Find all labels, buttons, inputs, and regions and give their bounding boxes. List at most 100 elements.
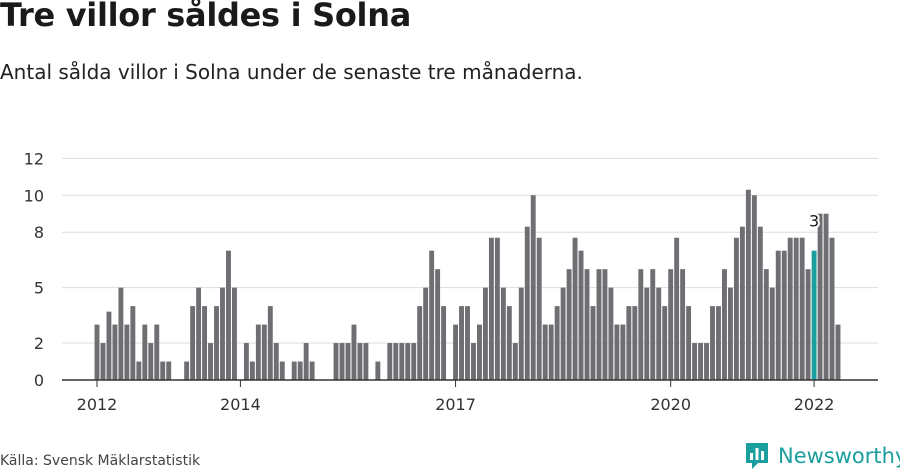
bar <box>530 195 536 380</box>
bar <box>829 237 835 380</box>
annotation: 3 <box>807 210 821 233</box>
bar <box>267 306 273 380</box>
bar <box>817 213 823 380</box>
x-tick-label: 2022 <box>794 395 835 414</box>
bar <box>435 269 441 380</box>
bar <box>608 287 614 380</box>
bar <box>357 343 363 380</box>
bar <box>650 269 656 380</box>
bar <box>638 269 644 380</box>
source-note: Källa: Svensk Mäklarstatistik <box>0 453 201 469</box>
bar <box>763 269 769 380</box>
brand-name: Newsworthy <box>778 444 900 468</box>
bar <box>441 306 447 380</box>
bar <box>363 343 369 380</box>
bar <box>387 343 393 380</box>
bar <box>249 361 255 380</box>
bar-chart: 0 2 5 8 10 12 2012 2014 2017 2020 2022 3 <box>24 149 878 414</box>
y-tick-label: 10 <box>24 186 44 205</box>
bar <box>518 287 524 380</box>
bar <box>506 306 512 380</box>
bar <box>154 324 160 380</box>
bar <box>231 287 237 380</box>
bar <box>243 343 249 380</box>
bar <box>106 311 112 380</box>
bar <box>465 306 470 380</box>
bar <box>405 343 411 380</box>
bar <box>745 189 751 380</box>
bar <box>548 324 554 380</box>
bar <box>429 250 435 380</box>
bar <box>94 324 100 380</box>
bar <box>279 361 285 380</box>
x-tick-label: 2012 <box>77 395 118 414</box>
bar <box>722 269 727 380</box>
bar <box>578 250 584 380</box>
bar <box>644 287 650 380</box>
brand-logo[interactable]: Newsworthy <box>744 440 900 472</box>
y-tick-label: 2 <box>34 334 44 353</box>
bar <box>590 306 596 380</box>
bar <box>112 324 118 380</box>
bar-chart-icon <box>746 443 768 469</box>
bar <box>620 324 626 380</box>
bar <box>494 237 500 380</box>
bar <box>393 343 399 380</box>
bar <box>614 324 620 380</box>
bar <box>739 226 745 380</box>
bar <box>273 343 279 380</box>
bar <box>297 361 303 380</box>
bar <box>823 213 829 380</box>
bar <box>716 306 721 380</box>
bar <box>512 343 518 380</box>
bar <box>100 343 106 380</box>
y-axis-ticks: 0 2 5 8 10 12 <box>24 149 44 390</box>
bar <box>226 250 231 380</box>
data-label: 3 <box>809 212 819 231</box>
bar <box>626 306 632 380</box>
bar <box>566 269 572 380</box>
bar <box>596 269 602 380</box>
bar <box>751 195 757 380</box>
bar <box>148 343 154 380</box>
bar <box>805 269 811 380</box>
bar <box>196 287 202 380</box>
bar <box>255 324 261 380</box>
y-tick-label: 5 <box>34 279 44 298</box>
bar <box>710 306 715 380</box>
bar <box>118 287 124 380</box>
bar <box>811 250 817 380</box>
bar <box>524 226 530 380</box>
bar <box>662 306 668 380</box>
bar <box>584 269 590 380</box>
bar <box>781 250 787 380</box>
bar <box>668 269 674 380</box>
bar <box>769 287 775 380</box>
bar <box>142 324 148 380</box>
bar <box>733 237 739 380</box>
y-tick-label: 8 <box>34 223 44 242</box>
bar <box>704 343 709 380</box>
bar <box>698 343 704 380</box>
bar <box>542 324 548 380</box>
bar <box>757 226 763 380</box>
bar <box>333 343 339 380</box>
bar <box>190 306 196 380</box>
bar <box>124 324 130 380</box>
bar <box>291 361 297 380</box>
bar <box>477 324 482 380</box>
bar <box>220 287 225 380</box>
x-tick-label: 2014 <box>220 395 261 414</box>
x-tick-label: 2017 <box>435 395 476 414</box>
bar <box>727 287 733 380</box>
bar <box>692 343 698 380</box>
bar <box>303 343 309 380</box>
bar <box>787 237 793 380</box>
bar <box>459 306 464 380</box>
bar <box>423 287 429 380</box>
bar <box>345 343 351 380</box>
y-tick-label: 12 <box>24 149 44 168</box>
bar <box>214 306 219 380</box>
bar <box>261 324 267 380</box>
bar <box>309 361 315 380</box>
